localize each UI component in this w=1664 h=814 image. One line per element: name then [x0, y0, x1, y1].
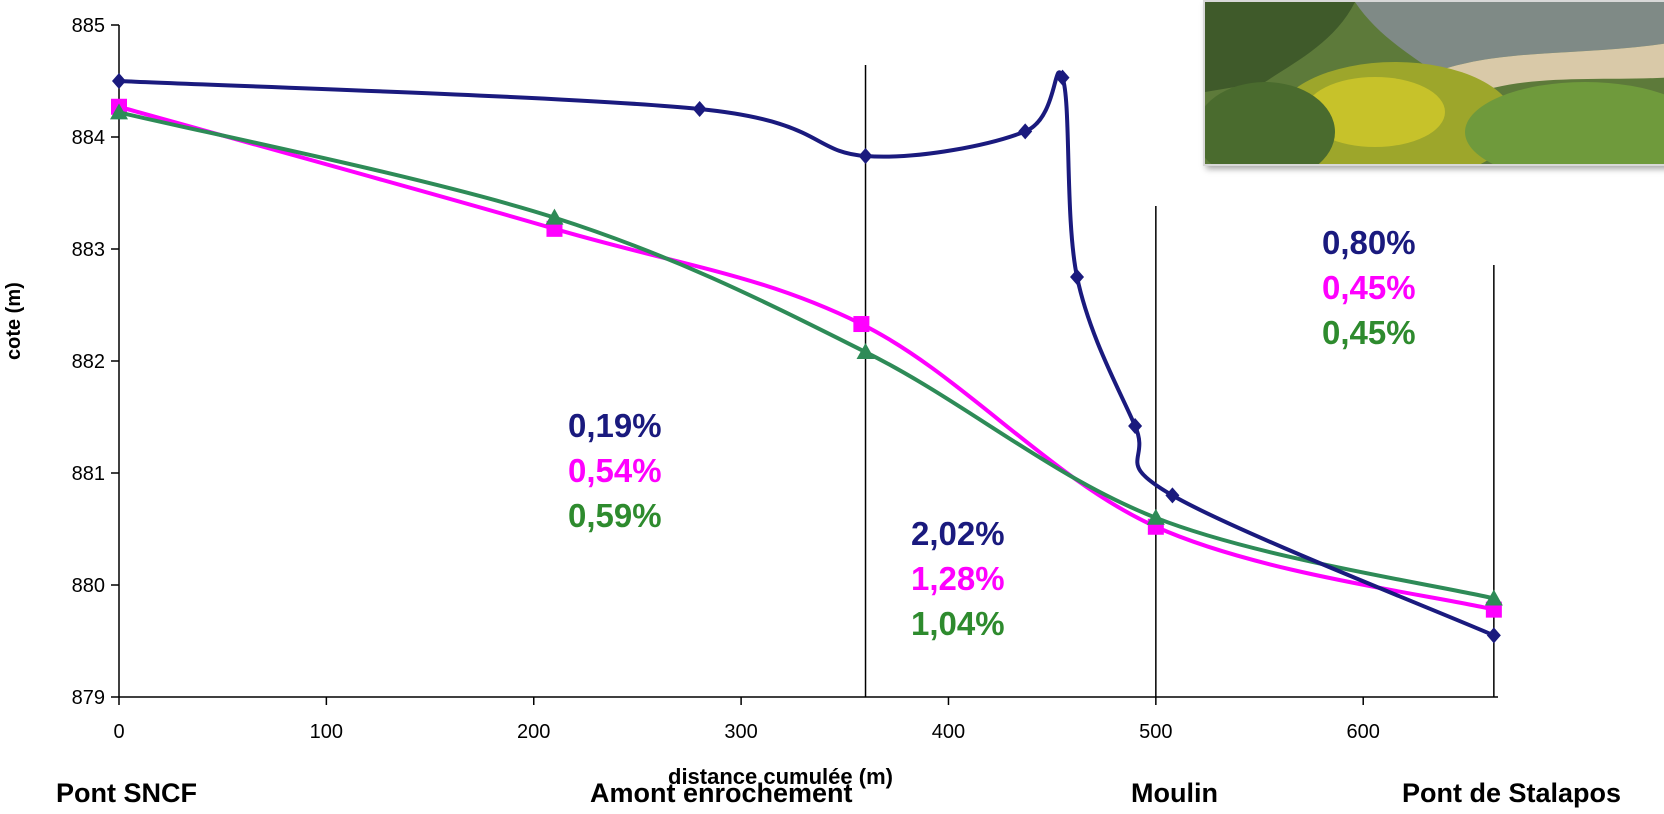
series-1-point	[1070, 269, 1085, 285]
series-line-3	[118, 110, 1495, 601]
series-1-point	[1165, 487, 1180, 504]
x-tick-label: 300	[724, 721, 757, 743]
y-axis-label: cote (m)	[3, 282, 25, 360]
series-3-point	[110, 103, 128, 120]
y-tick-label: 885	[72, 15, 105, 37]
series-1-point	[858, 148, 873, 165]
series-1-point	[112, 73, 126, 89]
slope-enrochement-series2: 1,28%	[911, 560, 1005, 597]
x-tick-label: 100	[310, 721, 343, 743]
site-label-pont-sncf: Pont SNCF	[56, 778, 197, 808]
slope-enrochement-series3: 1,04%	[911, 605, 1005, 642]
y-tick-label: 880	[72, 575, 105, 597]
series-2-point	[546, 220, 563, 237]
series-line-2	[118, 104, 1495, 612]
slope-amont-series3: 0,59%	[568, 497, 662, 534]
y-tick-label: 881	[72, 463, 105, 485]
series-1-point	[692, 101, 707, 117]
series-3-point	[1484, 589, 1503, 606]
series-1-point	[1018, 123, 1033, 140]
y-tick-label: 884	[72, 127, 105, 149]
y-tick-label: 882	[72, 351, 105, 373]
x-axis-label: distance cumulée (m)	[668, 764, 893, 789]
x-tick-label: 0	[113, 721, 124, 743]
x-tick-label: 400	[932, 721, 965, 743]
slope-enrochement-series1: 2,02%	[911, 515, 1005, 552]
slope-amont-series1: 0,19%	[568, 407, 662, 444]
series-1-point	[1128, 417, 1143, 434]
series-3-point	[856, 343, 875, 360]
river-photo-image	[1205, 2, 1664, 164]
slope-aval-series3: 0,45%	[1322, 314, 1416, 351]
series-2-point	[1485, 601, 1502, 618]
x-tick-label: 200	[517, 721, 550, 743]
slope-aval-series2: 0,45%	[1322, 269, 1416, 306]
slope-aval-series1: 0,80%	[1322, 224, 1416, 261]
x-tick-label: 600	[1347, 721, 1380, 743]
x-tick-label: 500	[1139, 721, 1172, 743]
y-tick-label: 883	[72, 239, 105, 261]
series-3-point	[1146, 508, 1165, 525]
site-label-moulin: Moulin	[1131, 778, 1218, 808]
slope-amont-series2: 0,54%	[568, 452, 662, 489]
series-2-point	[853, 316, 870, 333]
series-1-point	[1055, 69, 1070, 86]
river-photo-inset	[1203, 0, 1664, 166]
series-3-point	[545, 208, 564, 225]
y-tick-label: 879	[72, 687, 105, 709]
site-label-pont-de-stalapos: Pont de Stalapos	[1402, 778, 1622, 808]
series-1-point	[1486, 627, 1501, 644]
site-label-amont-enrochement: Amont enrochement	[590, 778, 853, 808]
